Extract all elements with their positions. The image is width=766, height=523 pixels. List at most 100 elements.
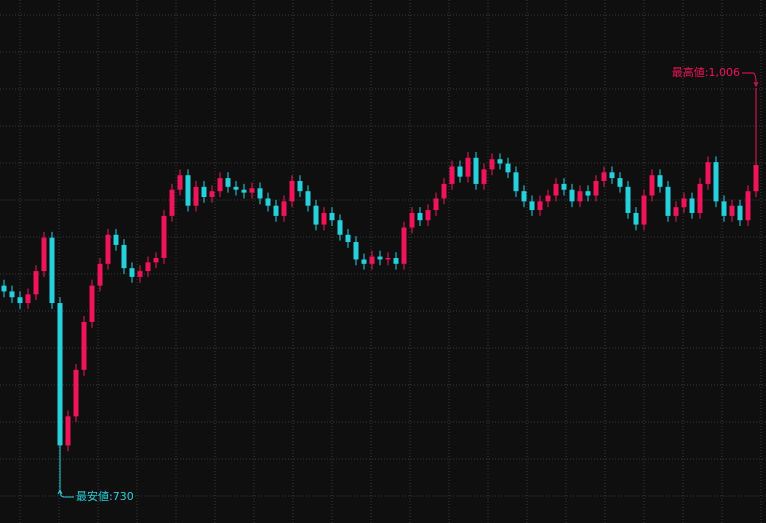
candle-body: [673, 207, 679, 216]
candle-body: [553, 183, 559, 196]
candle-body: [209, 191, 215, 197]
candle-body: [593, 181, 599, 196]
candle-body: [265, 198, 271, 206]
candle-body: [473, 157, 479, 184]
candle-body: [145, 262, 151, 272]
candle-body: [121, 244, 127, 269]
candle-body: [489, 159, 495, 170]
candle-body: [633, 212, 639, 225]
candle-body: [273, 205, 279, 216]
candle-body: [465, 157, 471, 177]
candle-body: [217, 178, 223, 192]
candle-body: [617, 178, 623, 187]
candle-body: [457, 166, 463, 177]
candle-body: [49, 237, 55, 304]
annotation-label: 最高値:1,006: [672, 65, 740, 79]
candle-body: [681, 198, 687, 208]
candle-body: [529, 201, 535, 211]
candle-body: [97, 263, 103, 286]
candle-body: [129, 268, 135, 277]
candle-body: [361, 259, 367, 264]
candle-body: [537, 201, 543, 211]
candle-body: [137, 271, 143, 277]
candle-body: [345, 234, 351, 243]
candle-body: [705, 162, 711, 184]
candle-body: [57, 303, 63, 446]
candle-body: [25, 294, 31, 304]
candle-body: [225, 178, 231, 187]
candle-body: [305, 191, 311, 206]
annotation-arrow: [57, 488, 74, 498]
candle-body: [657, 175, 663, 187]
candle-body: [521, 191, 527, 202]
candle-body: [609, 172, 615, 179]
candle-body: [385, 258, 391, 260]
candle-body: [281, 201, 287, 216]
candle-body: [161, 215, 167, 259]
candle-body: [665, 186, 671, 216]
candle-body: [321, 212, 327, 225]
candle-body: [545, 195, 551, 202]
candle-body: [729, 205, 735, 216]
candle-body: [65, 416, 71, 446]
candle-body: [73, 369, 79, 417]
candle-body: [369, 256, 375, 264]
candle-body: [401, 227, 407, 264]
candle-body: [601, 172, 607, 182]
candle-body: [393, 258, 399, 264]
annotation-label: 最安値:730: [76, 489, 134, 503]
candle-body: [177, 175, 183, 190]
candle-body: [689, 198, 695, 213]
candle-body: [417, 212, 423, 221]
candle-body: [481, 169, 487, 184]
candle-body: [625, 186, 631, 213]
candle-body: [313, 205, 319, 225]
candle-body: [569, 189, 575, 202]
candle-body: [81, 321, 87, 370]
candle-body: [577, 191, 583, 202]
candle-body: [585, 191, 591, 196]
candle-body: [641, 195, 647, 225]
candle-body: [425, 210, 431, 221]
candle-body: [513, 172, 519, 192]
candle-body: [113, 234, 119, 245]
candle-body: [105, 234, 111, 264]
candle-body: [169, 189, 175, 216]
candle-body: [41, 237, 47, 272]
candle-body: [353, 242, 359, 260]
candle-body: [337, 220, 343, 235]
candle-body: [233, 186, 239, 190]
candle-body: [697, 183, 703, 213]
candle-body: [201, 186, 207, 197]
candle-body: [9, 291, 15, 298]
candle-body: [257, 188, 263, 199]
candle-body: [721, 201, 727, 216]
candle-body: [89, 285, 95, 322]
candle-body: [185, 175, 191, 206]
candle-body: [377, 256, 383, 260]
candle-body: [449, 166, 455, 184]
candle-body: [193, 186, 199, 206]
candle-body: [737, 205, 743, 221]
candle-body: [441, 183, 447, 199]
candle-body: [745, 191, 751, 221]
candle-body: [241, 189, 247, 193]
annotation-arrow: [742, 72, 759, 88]
candle-body: [713, 162, 719, 202]
candle-body: [505, 163, 511, 173]
candle-body: [1, 285, 7, 292]
candle-body: [297, 181, 303, 192]
candle-body: [409, 212, 415, 228]
candle-body: [753, 165, 759, 192]
candle-body: [649, 175, 655, 196]
candle-body: [153, 258, 159, 263]
candle-body: [329, 212, 335, 221]
candle-body: [497, 159, 503, 164]
candle-body: [33, 271, 39, 295]
candle-body: [249, 188, 255, 193]
candle-body: [561, 183, 567, 190]
candle-body: [433, 198, 439, 211]
candle-body: [289, 181, 295, 202]
